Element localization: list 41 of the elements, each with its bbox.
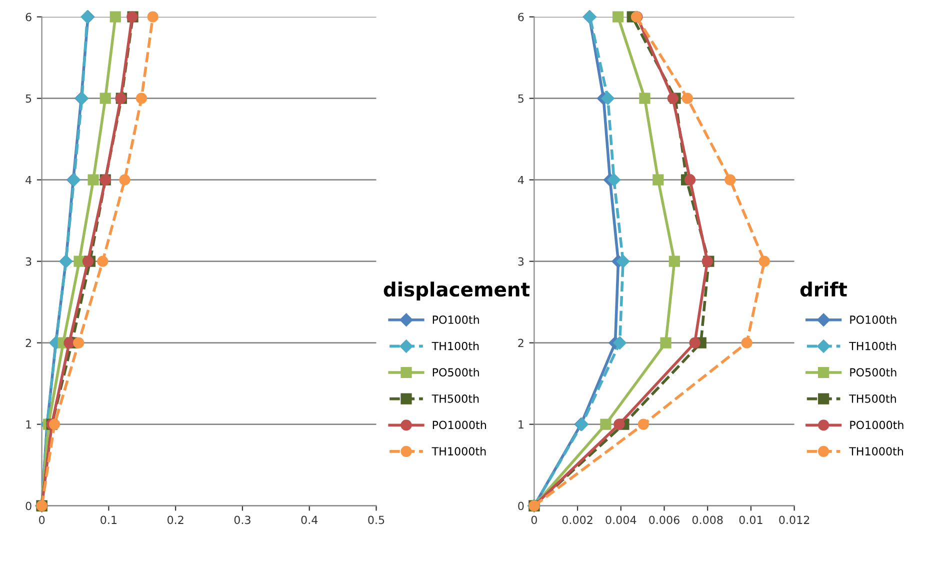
x-tick-label: 0.002 [562,516,592,524]
legend-label: PO500th [432,368,479,377]
x-tick-label: 0 [531,516,537,524]
y-tick-label: 0 [26,502,32,510]
y-tick-label: 5 [26,94,32,103]
y-tick-label: 3 [518,257,524,266]
x-tick-label: 0.006 [649,516,680,524]
y-tick-label: 4 [518,176,524,184]
x-tick-label: 0.5 [368,516,384,524]
legend-label: PO500th [850,368,896,377]
y-tick-label: 4 [26,176,32,184]
legend-label: TH500th [849,394,896,403]
x-tick-label: 0.012 [779,516,810,524]
y-tick-label: 1 [518,420,524,429]
y-tick-label: 6 [518,12,524,22]
y-tick-label: 0 [518,502,524,510]
legend-label: PO1000th [432,420,486,430]
x-tick-label: 0.01 [739,516,762,524]
legend-label: TH1000th [849,446,903,456]
x-tick-label: 0.3 [234,516,250,524]
y-tick-label: 1 [26,420,32,429]
y-tick-label: 5 [518,94,524,103]
legend-label: TH100th [432,342,479,350]
x-tick-label: 0.4 [301,516,318,524]
x-tick-label: 0.1 [100,516,116,524]
y-tick-label: 2 [518,338,524,348]
text: drift [800,282,847,297]
y-tick-label: 2 [26,338,31,348]
x-tick-label: 0.008 [692,516,723,524]
x-tick-label: 0.2 [167,516,184,524]
legend-label: PO100th [850,315,896,324]
legend-label: TH500th [432,394,479,403]
y-tick-label: 3 [26,257,32,266]
legend-label: TH1000th [432,446,486,456]
y-tick-label: 6 [26,12,32,22]
legend-label: TH100th [849,342,896,350]
legend-label: PO1000th [850,420,904,430]
x-tick-label: 0 [39,516,45,524]
text: displacement [384,282,530,300]
legend-label: PO100th [432,315,479,324]
x-tick-label: 0.004 [606,516,636,524]
